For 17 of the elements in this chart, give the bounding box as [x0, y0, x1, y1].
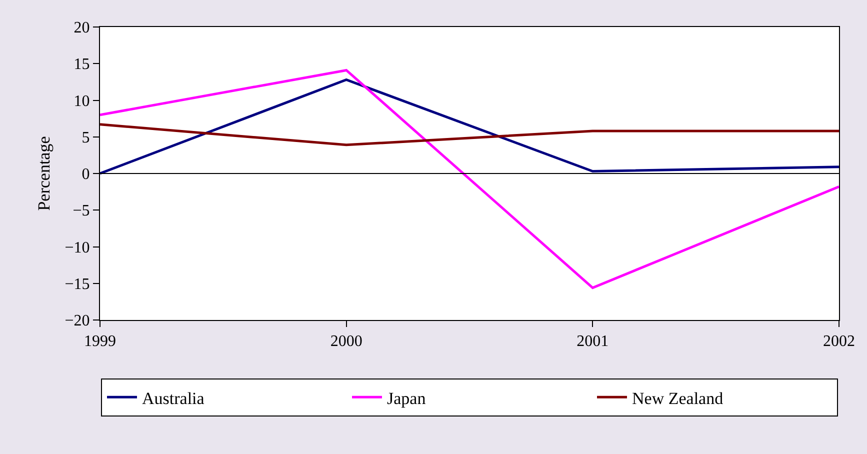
x-tick-label: 2002: [823, 333, 855, 350]
x-tick-label: 2000: [330, 333, 362, 350]
y-tick-label: −15: [64, 276, 90, 293]
y-tick-label: 0: [82, 166, 90, 184]
x-tick-label: 1999: [84, 333, 116, 350]
y-axis-title: Percentage: [34, 136, 54, 211]
y-tick-label: −5: [72, 202, 90, 220]
y-tick-label: 15: [74, 56, 90, 74]
y-tick-label: −10: [64, 239, 90, 256]
legend-label: Australia: [142, 388, 205, 408]
legend-label: New Zealand: [632, 388, 724, 408]
y-tick-label: 10: [74, 92, 90, 110]
legend-label: Japan: [387, 388, 426, 408]
x-tick-label: 2001: [576, 333, 609, 350]
y-tick-label: −20: [64, 312, 90, 330]
y-tick-label: 5: [82, 129, 90, 146]
y-tick-label: 20: [74, 20, 90, 37]
